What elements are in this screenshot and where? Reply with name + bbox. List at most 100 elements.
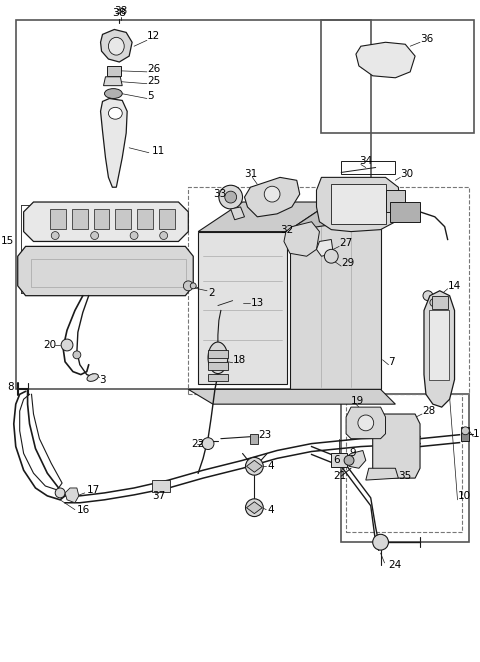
Text: 7: 7 bbox=[388, 357, 395, 367]
Text: 18: 18 bbox=[233, 355, 246, 365]
Circle shape bbox=[202, 438, 214, 449]
Polygon shape bbox=[346, 407, 385, 439]
Polygon shape bbox=[284, 222, 320, 256]
Text: 36: 36 bbox=[420, 34, 433, 44]
Text: 30: 30 bbox=[400, 169, 413, 179]
Bar bbox=[341, 395, 469, 542]
Bar bbox=[159, 209, 175, 228]
Polygon shape bbox=[316, 240, 333, 256]
Text: 13: 13 bbox=[251, 298, 264, 308]
Text: 21: 21 bbox=[333, 471, 347, 481]
Ellipse shape bbox=[105, 89, 122, 99]
Polygon shape bbox=[104, 77, 122, 85]
Circle shape bbox=[430, 299, 438, 307]
Text: 11: 11 bbox=[152, 146, 165, 156]
Text: 24: 24 bbox=[388, 560, 402, 570]
Bar bbox=[385, 190, 405, 212]
Text: 12: 12 bbox=[147, 31, 160, 41]
Text: 20: 20 bbox=[43, 340, 57, 350]
Circle shape bbox=[423, 291, 433, 301]
Bar bbox=[31, 260, 186, 287]
Text: 2: 2 bbox=[208, 288, 215, 298]
Text: 34: 34 bbox=[359, 156, 372, 166]
Bar bbox=[322, 20, 474, 133]
Text: 15: 15 bbox=[0, 236, 14, 246]
Circle shape bbox=[61, 339, 73, 351]
Text: 31: 31 bbox=[244, 169, 258, 179]
Bar bbox=[94, 209, 109, 228]
Bar bbox=[152, 480, 169, 492]
Text: 38: 38 bbox=[115, 6, 128, 16]
Text: 6: 6 bbox=[333, 455, 340, 465]
Text: 32: 32 bbox=[280, 224, 293, 234]
Ellipse shape bbox=[108, 107, 122, 119]
Circle shape bbox=[372, 534, 388, 550]
Polygon shape bbox=[372, 414, 420, 478]
Polygon shape bbox=[244, 177, 300, 217]
Polygon shape bbox=[424, 291, 455, 407]
Text: 33: 33 bbox=[213, 189, 226, 199]
Bar bbox=[346, 395, 462, 532]
Circle shape bbox=[183, 281, 193, 291]
Circle shape bbox=[130, 232, 138, 240]
Circle shape bbox=[225, 191, 237, 203]
Text: 5: 5 bbox=[147, 91, 154, 101]
Polygon shape bbox=[290, 217, 381, 389]
Text: 28: 28 bbox=[422, 406, 435, 416]
Polygon shape bbox=[65, 488, 79, 502]
Polygon shape bbox=[100, 29, 132, 62]
Bar bbox=[208, 373, 228, 381]
Text: 10: 10 bbox=[457, 491, 470, 501]
Bar bbox=[115, 209, 131, 228]
Polygon shape bbox=[247, 460, 262, 472]
Text: 19: 19 bbox=[351, 396, 364, 406]
Text: 29: 29 bbox=[341, 258, 354, 268]
Bar bbox=[429, 310, 449, 379]
Text: 16: 16 bbox=[77, 504, 90, 514]
Text: 1: 1 bbox=[473, 429, 480, 439]
Circle shape bbox=[160, 232, 168, 240]
Bar bbox=[331, 184, 385, 224]
Bar bbox=[16, 20, 371, 389]
Bar bbox=[461, 427, 469, 441]
Circle shape bbox=[461, 427, 469, 435]
Text: 37: 37 bbox=[152, 491, 165, 501]
Polygon shape bbox=[198, 202, 331, 232]
Polygon shape bbox=[247, 502, 262, 514]
Bar bbox=[341, 161, 396, 174]
Circle shape bbox=[245, 457, 263, 475]
Circle shape bbox=[344, 455, 354, 465]
Circle shape bbox=[51, 232, 59, 240]
Polygon shape bbox=[24, 202, 188, 242]
Text: 27: 27 bbox=[339, 238, 352, 248]
Ellipse shape bbox=[108, 37, 124, 55]
Text: 25: 25 bbox=[147, 75, 160, 86]
Text: 14: 14 bbox=[448, 281, 461, 291]
Polygon shape bbox=[347, 451, 366, 468]
Bar bbox=[331, 453, 347, 467]
Polygon shape bbox=[188, 389, 396, 404]
Ellipse shape bbox=[87, 374, 98, 381]
Text: 22: 22 bbox=[191, 439, 204, 449]
Circle shape bbox=[190, 283, 196, 289]
Text: 8: 8 bbox=[7, 383, 14, 393]
Bar bbox=[432, 296, 448, 310]
Circle shape bbox=[358, 415, 374, 431]
Circle shape bbox=[219, 185, 242, 209]
Text: 17: 17 bbox=[87, 485, 100, 495]
Polygon shape bbox=[100, 99, 127, 187]
Bar bbox=[188, 187, 469, 395]
Bar bbox=[72, 209, 88, 228]
Polygon shape bbox=[231, 207, 244, 220]
Bar bbox=[50, 209, 66, 228]
Polygon shape bbox=[356, 42, 415, 77]
Bar bbox=[108, 66, 121, 76]
Bar bbox=[137, 209, 153, 228]
Circle shape bbox=[73, 351, 81, 359]
Polygon shape bbox=[18, 246, 193, 296]
Bar bbox=[208, 350, 228, 358]
Bar bbox=[390, 202, 420, 222]
Circle shape bbox=[264, 186, 280, 202]
Text: 35: 35 bbox=[398, 471, 411, 481]
Text: 3: 3 bbox=[99, 375, 106, 385]
